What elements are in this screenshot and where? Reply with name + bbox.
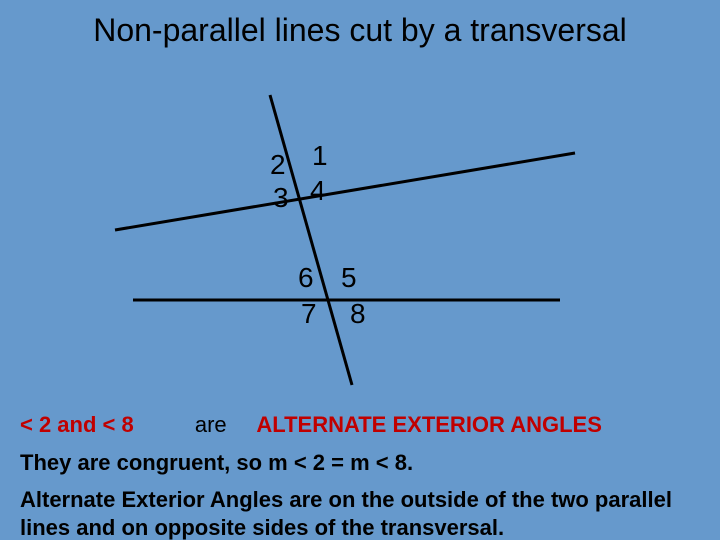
statement-type: ALTERNATE EXTERIOR ANGLES <box>256 412 602 437</box>
angle-statement: < 2 and < 8 are ALTERNATE EXTERIOR ANGLE… <box>20 412 602 438</box>
angle-label-4: 4 <box>310 175 326 207</box>
angle-label-5: 5 <box>341 262 357 294</box>
angle-label-6: 6 <box>298 262 314 294</box>
slide: Non-parallel lines cut by a transversal … <box>0 0 720 540</box>
angle-label-7: 7 <box>301 298 317 330</box>
transversal <box>270 95 352 385</box>
explanation-2: Alternate Exterior Angles are on the out… <box>20 486 700 540</box>
line-a <box>115 153 575 230</box>
angle-label-3: 3 <box>273 182 289 214</box>
explanation-1: They are congruent, so m < 2 = m < 8. <box>20 450 413 476</box>
statement-angles: < 2 and < 8 <box>20 412 134 437</box>
angle-label-1: 1 <box>312 140 328 172</box>
angle-label-2: 2 <box>270 149 286 181</box>
statement-are: are <box>195 412 227 437</box>
angle-label-8: 8 <box>350 298 366 330</box>
